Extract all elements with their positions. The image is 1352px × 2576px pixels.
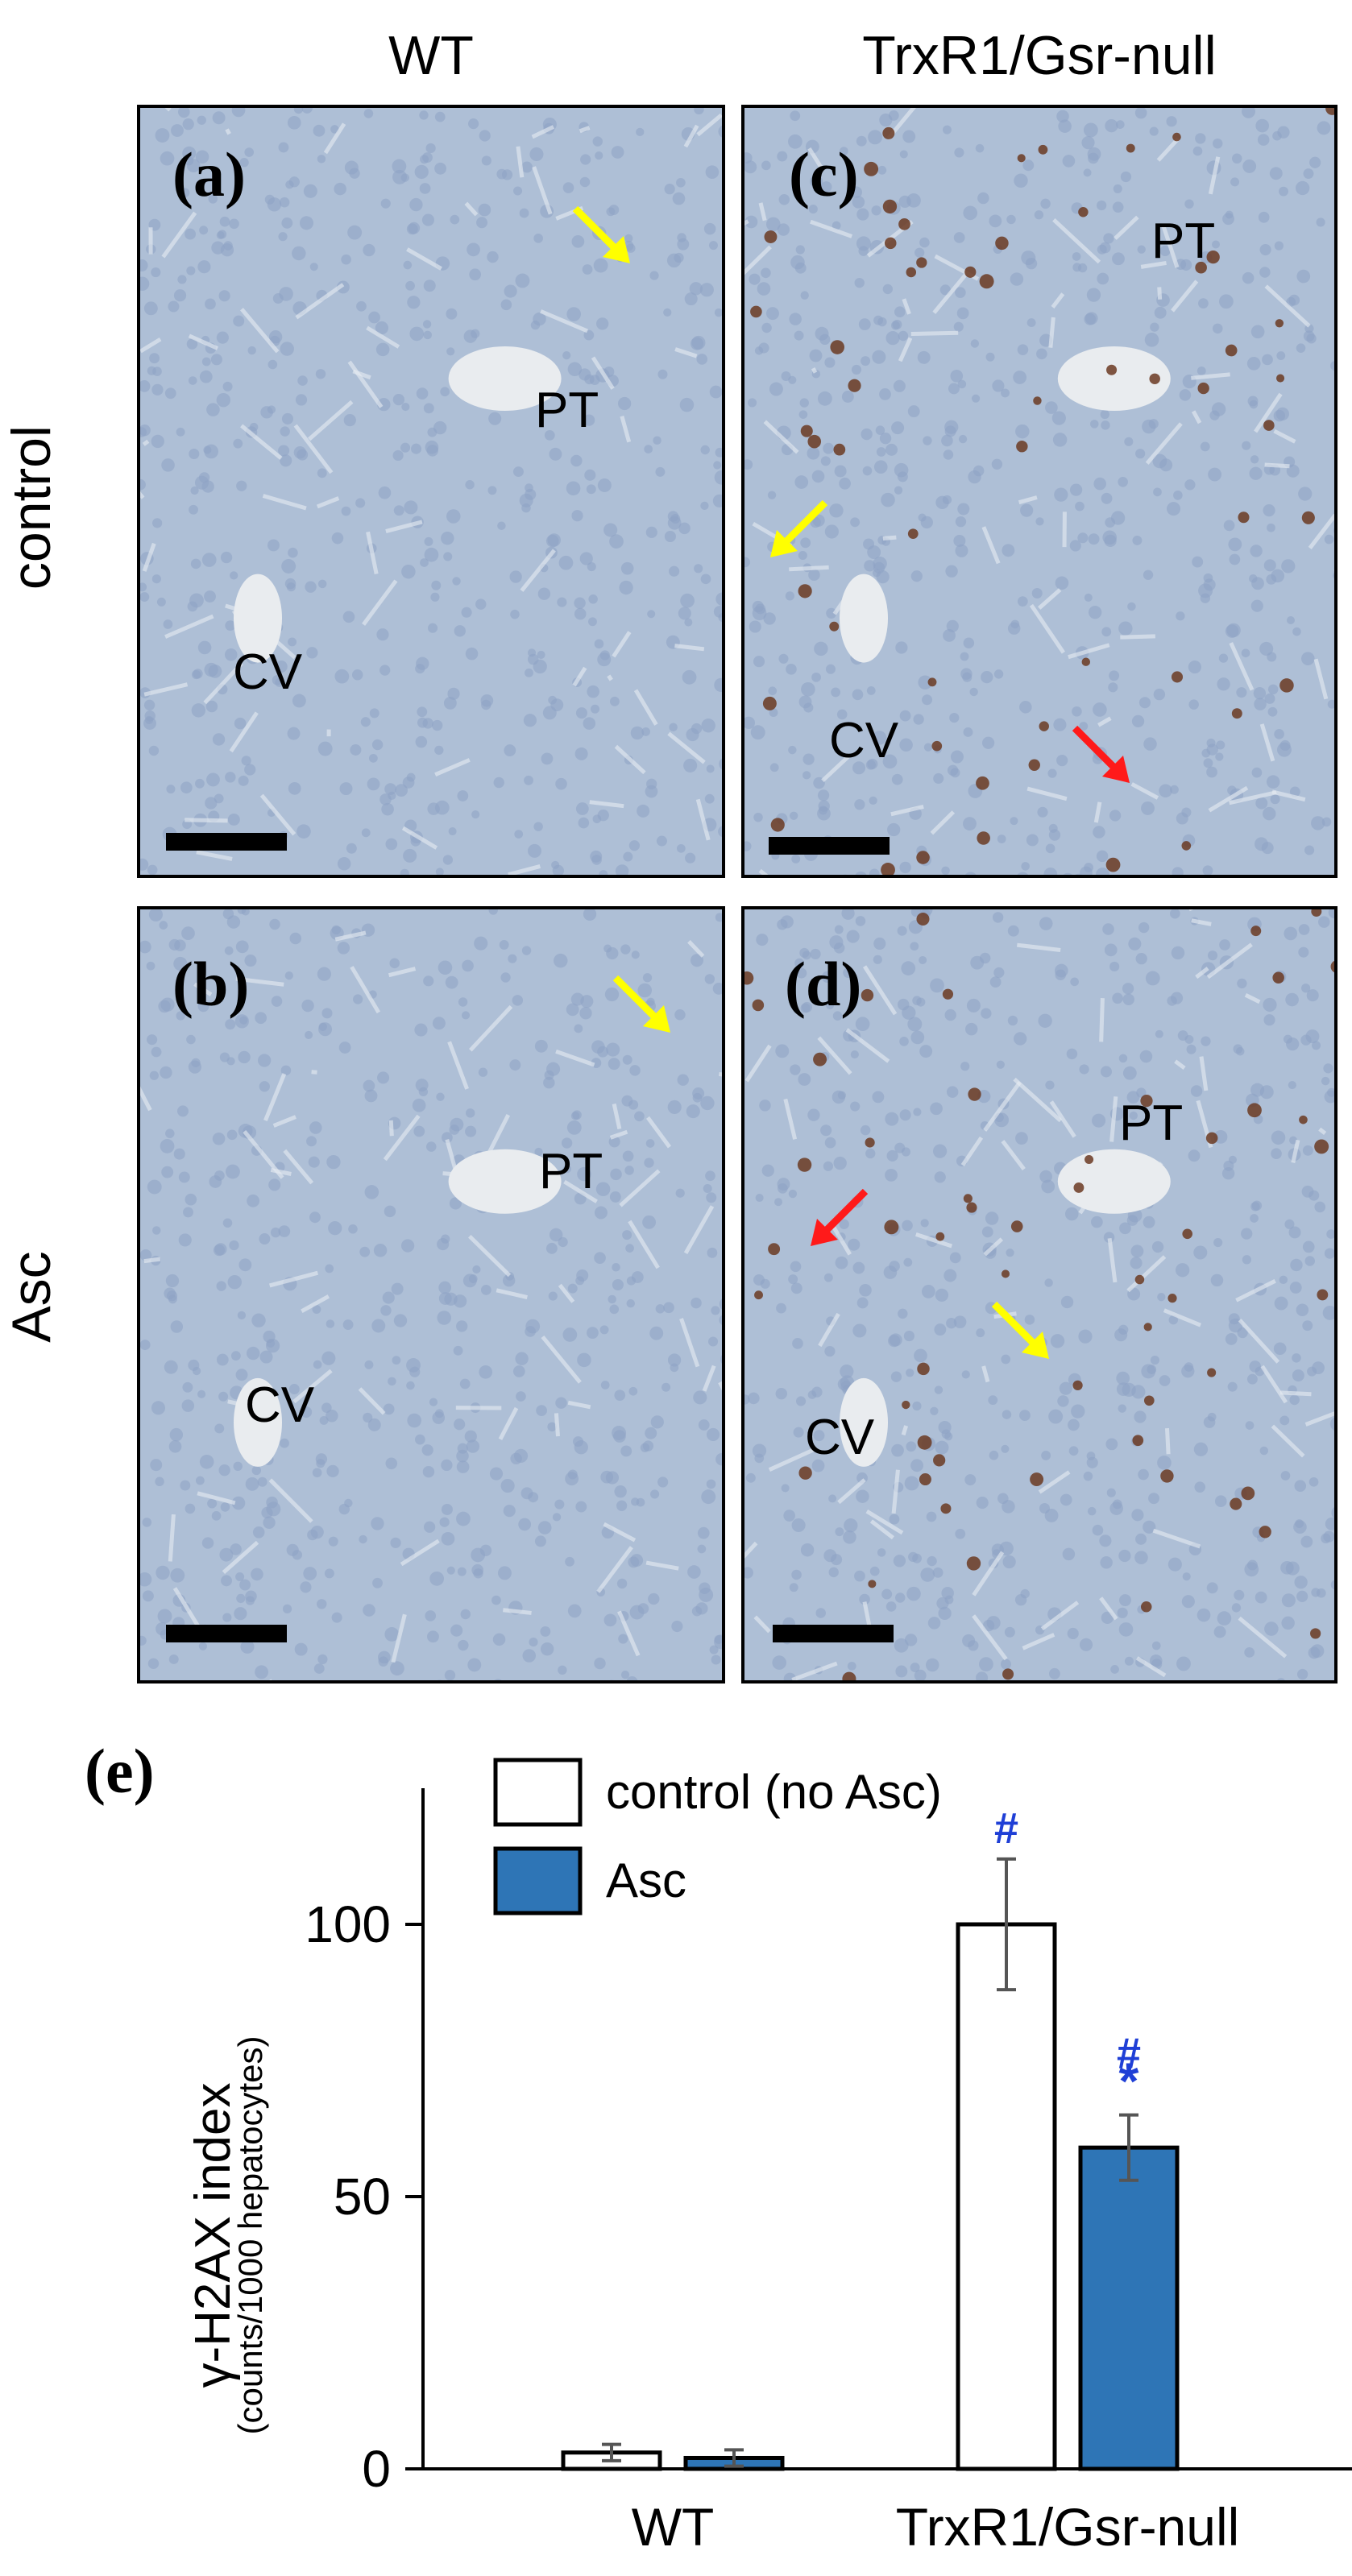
tissue-texture — [744, 108, 1334, 875]
scale-bar — [166, 1625, 287, 1642]
bar-1-1 — [1078, 2145, 1180, 2471]
row-header-control: control — [1, 425, 62, 590]
vessel-label-cv: CV — [233, 644, 303, 700]
yellow-arrow-icon — [572, 205, 630, 263]
y-tick-label: 50 — [334, 2168, 391, 2226]
legend-swatch-0 — [493, 1758, 583, 1827]
tissue-texture — [140, 108, 722, 875]
significance-mark: * — [1119, 2052, 1139, 2110]
red-arrow-icon — [811, 1188, 869, 1246]
micrograph-panel-b: (b) PT CV — [137, 906, 725, 1684]
x-category-label: TrxR1/Gsr-null — [896, 2497, 1240, 2557]
red-arrow-icon — [1072, 725, 1130, 783]
vessel-label-pt: PT — [1151, 213, 1216, 269]
panel-label: (d) — [785, 949, 862, 1019]
yellow-arrow-icon — [612, 975, 670, 1033]
panel-label: (e) — [85, 1736, 155, 1806]
tissue-texture — [140, 909, 722, 1680]
significance-mark: # — [1117, 2030, 1141, 2078]
micrograph-panel-d: (d) PT CV — [741, 906, 1337, 1684]
y-axis-label: γ-H2AX index — [185, 2082, 241, 2388]
y-axis-sublabel: (counts/1000 hepatocytes) — [231, 2036, 269, 2435]
y-tick-label: 0 — [362, 2440, 391, 2498]
legend: control (no Asc) Asc — [493, 1758, 942, 1915]
column-header-trxr1-gsr-null: TrxR1/Gsr-null — [862, 25, 1217, 86]
yellow-arrow-icon — [991, 1301, 1049, 1359]
scale-bar — [166, 833, 287, 851]
legend-label-1: Asc — [606, 1853, 686, 1907]
scale-bar — [769, 837, 890, 855]
vessel-label-cv: CV — [805, 1410, 875, 1465]
legend-label-0: control (no Asc) — [606, 1765, 942, 1819]
bar-0-1 — [956, 1922, 1057, 2471]
column-header-wt: WT — [388, 25, 474, 86]
vessel-label-cv: CV — [829, 713, 899, 768]
micrograph-panel-c: (c) PT CV — [741, 105, 1337, 878]
panel-label: (a) — [172, 139, 246, 209]
legend-swatch-1 — [493, 1846, 583, 1915]
significance-mark: # — [994, 1804, 1018, 1853]
x-category-label: WT — [632, 2497, 715, 2557]
tissue-texture — [744, 909, 1334, 1680]
vessel-label-cv: CV — [245, 1377, 315, 1433]
gamma-h2ax-bar-chart: (e) γ-H2AX index (counts/1000 hepatocyte… — [85, 1736, 1352, 2557]
row-header-asc: Asc — [1, 1251, 62, 1343]
panel-label: (b) — [172, 949, 250, 1019]
yellow-arrow-icon — [770, 499, 828, 557]
y-tick-label: 100 — [305, 1895, 391, 1953]
vessel-label-pt: PT — [539, 1144, 603, 1199]
micrograph-panel-a: (a) PT CV — [137, 105, 725, 878]
scale-bar — [773, 1625, 894, 1642]
panel-label: (c) — [789, 139, 859, 209]
vessel-label-pt: PT — [1119, 1095, 1184, 1151]
vessel-label-pt: PT — [535, 383, 599, 438]
